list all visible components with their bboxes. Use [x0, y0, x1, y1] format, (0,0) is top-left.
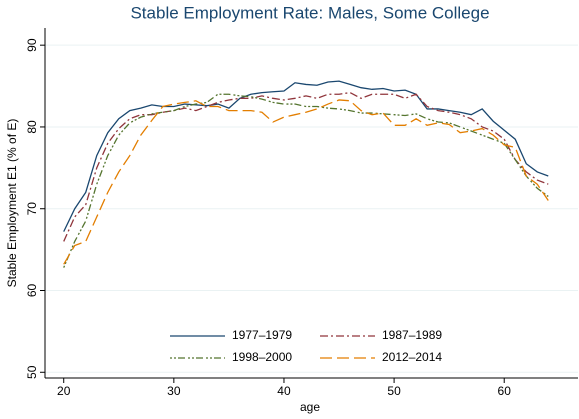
- series-line: [63, 80, 549, 232]
- legend-label: 2012–2014: [382, 350, 442, 364]
- series-line: [63, 93, 549, 268]
- y-tick-label: 70: [25, 202, 39, 216]
- x-tick-label: 50: [387, 384, 401, 398]
- series-line: [63, 99, 549, 265]
- legend-label: 1977–1979: [232, 328, 292, 342]
- y-tick-label: 80: [25, 120, 39, 134]
- y-tick-label: 50: [25, 365, 39, 379]
- x-tick-label: 40: [277, 384, 291, 398]
- y-tick-label: 60: [25, 284, 39, 298]
- legend-label: 1998–2000: [232, 350, 292, 364]
- series-line: [63, 91, 549, 242]
- x-tick-label: 30: [167, 384, 181, 398]
- legend-box: [160, 322, 480, 370]
- y-tick-label: 90: [25, 38, 39, 52]
- legend-label: 1987–1989: [382, 328, 442, 342]
- x-tick-label: 60: [498, 384, 512, 398]
- chart-title: Stable Employment Rate: Males, Some Coll…: [130, 3, 489, 22]
- x-axis-label: age: [300, 400, 320, 414]
- y-axis-label: Stable Employment E1 (% of E): [5, 119, 19, 288]
- x-tick-label: 20: [57, 384, 71, 398]
